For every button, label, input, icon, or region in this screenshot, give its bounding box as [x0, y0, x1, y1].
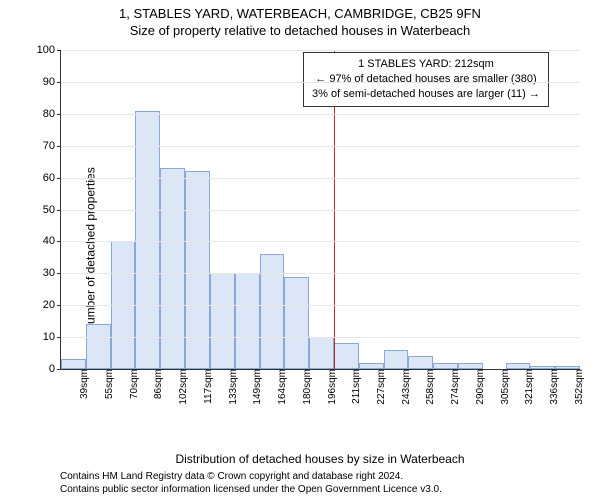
xtick-label: 243sqm — [399, 369, 412, 405]
bar — [86, 324, 111, 369]
xtick-label: 149sqm — [250, 369, 263, 405]
xtick-label: 117sqm — [201, 369, 214, 404]
bar — [309, 337, 334, 369]
gridline — [61, 114, 580, 115]
xtick-label: 55sqm — [102, 369, 115, 399]
xtick-label: 336sqm — [547, 369, 560, 405]
xtick-label: 196sqm — [325, 369, 338, 405]
gridline — [61, 241, 580, 242]
xtick-label: 180sqm — [300, 369, 313, 405]
bar — [185, 171, 210, 369]
ytick-label: 0 — [49, 363, 61, 375]
info-line-2: ← 97% of detached houses are smaller (38… — [312, 72, 540, 87]
xtick-label: 258sqm — [423, 369, 436, 405]
bar — [235, 273, 260, 369]
bar — [160, 168, 185, 369]
footnote: Contains HM Land Registry data © Crown c… — [60, 471, 580, 496]
ytick-label: 40 — [43, 235, 61, 247]
plot-area: 1 STABLES YARD: 212sqm ← 97% of detached… — [60, 50, 580, 370]
bar — [284, 277, 309, 370]
ytick-label: 50 — [43, 204, 61, 216]
xtick-label: 290sqm — [473, 369, 486, 405]
bar — [408, 356, 433, 369]
chart-container: 1, STABLES YARD, WATERBEACH, CAMBRIDGE, … — [0, 0, 600, 500]
xtick-label: 352sqm — [572, 369, 585, 405]
xtick-label: 305sqm — [498, 369, 511, 405]
gridline — [61, 82, 580, 83]
ytick-label: 30 — [43, 267, 61, 279]
xtick-label: 86sqm — [151, 369, 164, 399]
ytick-label: 20 — [43, 299, 61, 311]
ytick-label: 70 — [43, 140, 61, 152]
gridline — [61, 178, 580, 179]
chart-title: Size of property relative to detached ho… — [0, 23, 600, 40]
xtick-label: 70sqm — [127, 369, 140, 399]
gridline — [61, 273, 580, 274]
gridline — [61, 305, 580, 306]
ytick-label: 60 — [43, 172, 61, 184]
info-line-1: 1 STABLES YARD: 212sqm — [312, 57, 540, 72]
xtick-label: 211sqm — [349, 369, 362, 404]
gridline — [61, 146, 580, 147]
xtick-label: 274sqm — [448, 369, 461, 405]
ytick-label: 80 — [43, 108, 61, 120]
ytick-label: 90 — [43, 76, 61, 88]
bar — [384, 350, 409, 369]
title-block: 1, STABLES YARD, WATERBEACH, CAMBRIDGE, … — [0, 0, 600, 40]
gridline — [61, 210, 580, 211]
info-line-3: 3% of semi-detached houses are larger (1… — [312, 87, 540, 102]
footnote-line-1: Contains HM Land Registry data © Crown c… — [60, 471, 580, 484]
ytick-label: 10 — [43, 331, 61, 343]
xtick-label: 133sqm — [226, 369, 239, 405]
xtick-label: 321sqm — [522, 369, 535, 405]
ytick-label: 100 — [37, 44, 61, 56]
address-line: 1, STABLES YARD, WATERBEACH, CAMBRIDGE, … — [0, 6, 600, 23]
info-box: 1 STABLES YARD: 212sqm ← 97% of detached… — [303, 52, 549, 107]
xtick-label: 102sqm — [176, 369, 189, 405]
gridline — [61, 50, 580, 51]
gridline — [61, 337, 580, 338]
bar — [260, 254, 285, 369]
bar — [210, 273, 235, 369]
x-axis-label: Distribution of detached houses by size … — [60, 452, 580, 466]
xtick-label: 39sqm — [77, 369, 90, 399]
bar — [334, 343, 359, 369]
xtick-label: 227sqm — [374, 369, 387, 405]
chart-area: 1 STABLES YARD: 212sqm ← 97% of detached… — [60, 50, 580, 430]
footnote-line-2: Contains public sector information licen… — [60, 484, 580, 497]
xtick-label: 164sqm — [275, 369, 288, 405]
bar — [61, 359, 86, 369]
bar — [135, 111, 160, 369]
